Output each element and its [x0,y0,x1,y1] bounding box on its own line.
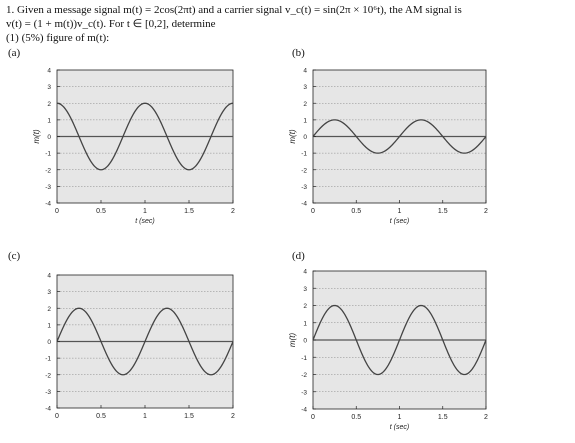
panel-label: (b) [292,47,305,59]
x-axis-label: t (sec) [135,218,154,225]
x-tick-label: 1.5 [184,413,194,420]
y-tick-label: 0 [303,338,307,345]
x-tick-label: 1 [398,208,402,215]
y-tick-label: 1 [303,320,307,327]
y-tick-label: 0 [303,134,307,141]
y-tick-label: 0 [47,339,51,346]
question-line-2: v(t) = (1 + m(t))v_c(t). For t ∈ [0,2], … [6,18,216,30]
y-tick-label: -1 [301,355,307,362]
y-tick-label: 4 [47,273,51,280]
y-tick-label: -4 [301,407,307,414]
signal-line [56,307,234,376]
x-axis-label: t (sec) [390,424,409,431]
x-tick-label: 2 [484,208,488,215]
question-text: 1. Given a message signal m(t) = 2cos(2π… [6,3,571,45]
y-axis-label: m(t) [288,333,297,348]
x-tick-label: 1 [398,414,402,421]
y-tick-label: 2 [303,101,307,108]
y-tick-label: -2 [45,167,51,174]
y-tick-label: 0 [47,134,51,141]
y-tick-label: -4 [45,201,51,208]
y-tick-label: 4 [303,68,307,75]
x-tick-label: 2 [484,414,488,421]
signal-line [312,119,487,154]
x-axis-label: t (sec) [390,218,409,225]
x-tick-label: 1.5 [184,208,194,215]
y-tick-label: -3 [45,389,51,396]
panel-label: (c) [8,250,21,262]
y-tick-label: -2 [301,167,307,174]
question-line-1: 1. Given a message signal m(t) = 2cos(2π… [6,4,462,16]
y-tick-label: -3 [301,389,307,396]
x-tick-label: 2 [231,413,235,420]
y-tick-label: 3 [303,84,307,91]
x-tick-label: 0 [55,208,59,215]
y-tick-label: -1 [45,356,51,363]
y-axis-label: m(t) [32,129,41,144]
y-tick-label: -1 [301,151,307,158]
y-tick-label: -3 [301,184,307,191]
y-tick-label: 4 [47,68,51,75]
x-tick-label: 0.5 [351,414,361,421]
question-line-3: (1) (5%) figure of m(t): [6,32,110,44]
x-tick-label: 0 [311,208,315,215]
y-tick-label: -2 [301,372,307,379]
y-tick-label: -1 [45,151,51,158]
y-tick-label: 1 [303,117,307,124]
y-tick-label: 3 [303,286,307,293]
y-tick-label: 3 [47,289,51,296]
x-tick-label: 0 [55,413,59,420]
x-tick-label: 1 [143,208,147,215]
x-tick-label: 0.5 [96,413,106,420]
y-tick-label: 2 [47,306,51,313]
y-tick-label: 1 [47,117,51,124]
x-tick-label: 0.5 [96,208,106,215]
y-tick-label: 4 [303,269,307,276]
y-tick-label: 3 [47,84,51,91]
y-tick-label: 2 [47,101,51,108]
panel-label: (d) [292,250,305,262]
y-tick-label: 1 [47,322,51,329]
x-tick-label: 0.5 [351,208,361,215]
x-tick-label: 2 [231,208,235,215]
x-tick-label: 1.5 [438,414,448,421]
y-tick-label: 2 [303,303,307,310]
y-tick-label: -4 [45,406,51,413]
y-tick-label: -4 [301,201,307,208]
signal-line [56,102,234,171]
x-tick-label: 1.5 [438,208,448,215]
x-tick-label: 0 [311,414,315,421]
y-tick-label: -3 [45,184,51,191]
y-axis-label: m(t) [288,129,297,144]
x-tick-label: 1 [143,413,147,420]
signal-line [312,304,487,376]
y-tick-label: -2 [45,372,51,379]
panel-label: (a) [8,47,21,59]
